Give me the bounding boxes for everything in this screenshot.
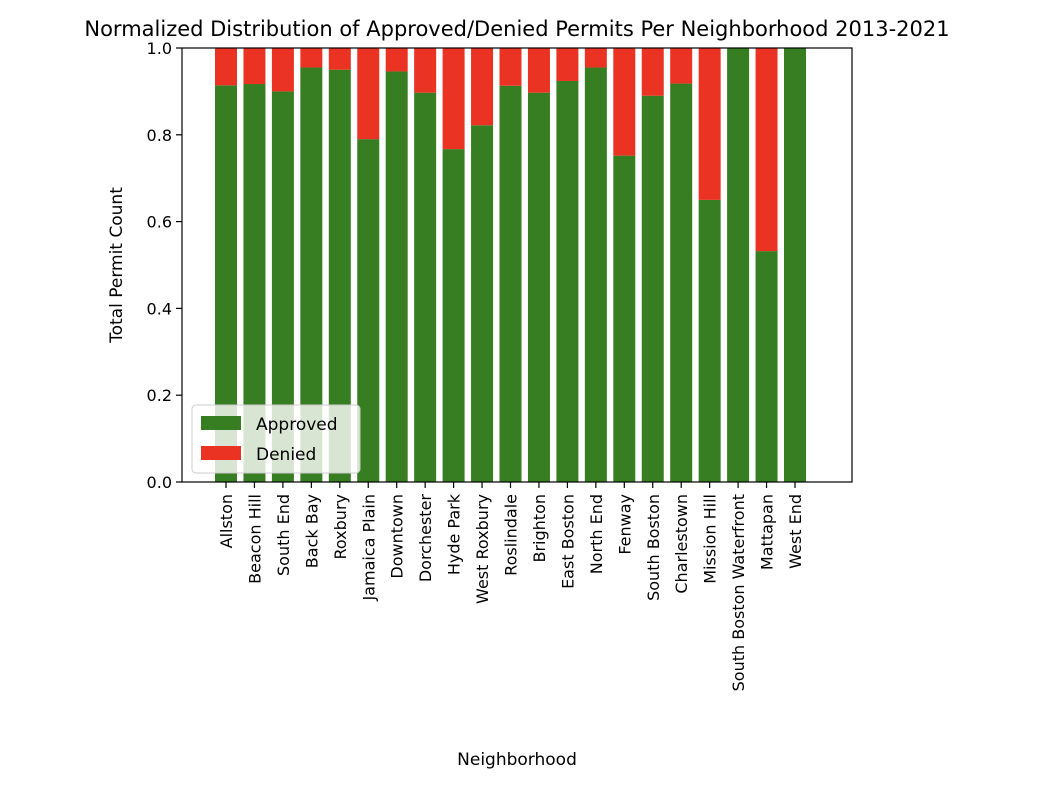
- x-tick-label: North End: [587, 494, 606, 574]
- legend: Approved Denied: [191, 404, 361, 474]
- bar-approved-south-boston-waterfront: [727, 48, 750, 482]
- x-tick-label: Allston: [217, 494, 236, 548]
- bar-denied-east-boston: [556, 48, 579, 81]
- x-tick-label: South Boston: [644, 494, 663, 601]
- bar-denied-dorchester: [414, 48, 437, 93]
- y-tick-label: 0.2: [147, 386, 172, 405]
- x-tick-label: South End: [274, 494, 293, 576]
- bar-approved-north-end: [584, 67, 607, 482]
- bar-approved-downtown: [385, 71, 408, 482]
- bar-approved-mission-hill: [698, 199, 721, 482]
- bar-approved-jamaica-plain: [357, 139, 380, 482]
- bar-denied-jamaica-plain: [357, 48, 380, 140]
- x-tick-label: Beacon Hill: [245, 494, 264, 584]
- x-tick-label: Mission Hill: [701, 494, 720, 584]
- plot-frame: [181, 47, 853, 483]
- x-tick-label: Mattapan: [758, 494, 777, 570]
- bar-approved-south-boston: [641, 95, 664, 483]
- bar-denied-downtown: [385, 48, 408, 72]
- x-tick-label: Downtown: [388, 494, 407, 579]
- bar-approved-allston: [215, 85, 237, 482]
- bar-approved-back-bay: [300, 67, 323, 482]
- bar-approved-charlestown: [670, 83, 693, 482]
- x-tick-label: West End: [786, 494, 805, 569]
- bar-denied-hyde-park: [442, 48, 465, 150]
- bar-approved-east-boston: [556, 80, 579, 482]
- x-tick-label: Fenway: [615, 494, 634, 555]
- x-axis-label: Neighborhood: [457, 750, 577, 770]
- bar-denied-beacon-hill: [243, 48, 266, 85]
- x-tick-label: Roslindale: [502, 494, 521, 576]
- x-tick-label: Hyde Park: [445, 493, 464, 575]
- bar-denied-roxbury: [328, 48, 351, 70]
- x-tick-label: Brighton: [530, 494, 549, 563]
- x-tick-label: Back Bay: [302, 494, 321, 568]
- bar-approved-south-end: [271, 91, 294, 483]
- y-tick-label: 0.0: [147, 473, 172, 492]
- y-tick-label: 0.8: [147, 126, 172, 145]
- bar-approved-west-roxbury: [471, 125, 494, 482]
- bar-approved-hyde-park: [442, 149, 465, 482]
- x-tick-label: East Boston: [558, 494, 577, 589]
- x-tick-label: South Boston Waterfront: [729, 494, 748, 691]
- bar-approved-beacon-hill: [243, 84, 266, 483]
- bar-approved-mattapan: [755, 251, 778, 482]
- bar-denied-mattapan: [755, 48, 778, 252]
- bar-approved-dorchester: [414, 92, 437, 482]
- bar-denied-fenway: [613, 48, 636, 156]
- x-tick-label: Charlestown: [672, 494, 691, 594]
- y-tick-label: 1.0: [147, 39, 172, 58]
- bar-approved-west-end: [784, 48, 806, 482]
- x-tick-label: West Roxbury: [473, 494, 492, 604]
- legend-label-denied: Denied: [256, 445, 316, 465]
- x-axis: Allston Beacon Hill South End Back Bay Roxbu…: [217, 482, 805, 691]
- plot-area: [215, 48, 806, 483]
- x-tick-label: Jamaica Plain: [359, 494, 378, 602]
- bar-approved-brighton: [527, 92, 550, 482]
- x-tick-label: Roxbury: [331, 494, 350, 560]
- bar-approved-roxbury: [328, 69, 351, 482]
- legend-swatch-approved: [201, 416, 241, 430]
- bar-denied-roslindale: [499, 48, 522, 86]
- y-tick-label: 0.6: [147, 213, 172, 232]
- bar-approved-roslindale: [499, 85, 522, 482]
- bar-denied-charlestown: [670, 48, 693, 84]
- bar-denied-south-boston: [641, 48, 664, 96]
- bar-denied-south-end: [271, 48, 294, 92]
- legend-swatch-denied: [201, 446, 241, 460]
- bar-denied-mission-hill: [698, 48, 721, 200]
- x-tick-label: Dorchester: [416, 494, 435, 583]
- bar-denied-back-bay: [300, 48, 323, 68]
- bar-denied-brighton: [527, 48, 550, 93]
- bar-approved-fenway: [613, 155, 636, 482]
- bar-denied-allston: [215, 48, 237, 86]
- bar-denied-west-roxbury: [471, 48, 494, 126]
- legend-label-approved: Approved: [256, 415, 338, 435]
- y-axis: 0.0 0.2 0.4 0.6 0.8 1.0: [147, 39, 182, 492]
- y-tick-label: 0.4: [147, 299, 172, 318]
- bar-denied-north-end: [584, 48, 607, 68]
- chart-title: Normalized Distribution of Approved/Deni…: [84, 17, 949, 41]
- y-axis-label: Total Permit Count: [107, 187, 127, 344]
